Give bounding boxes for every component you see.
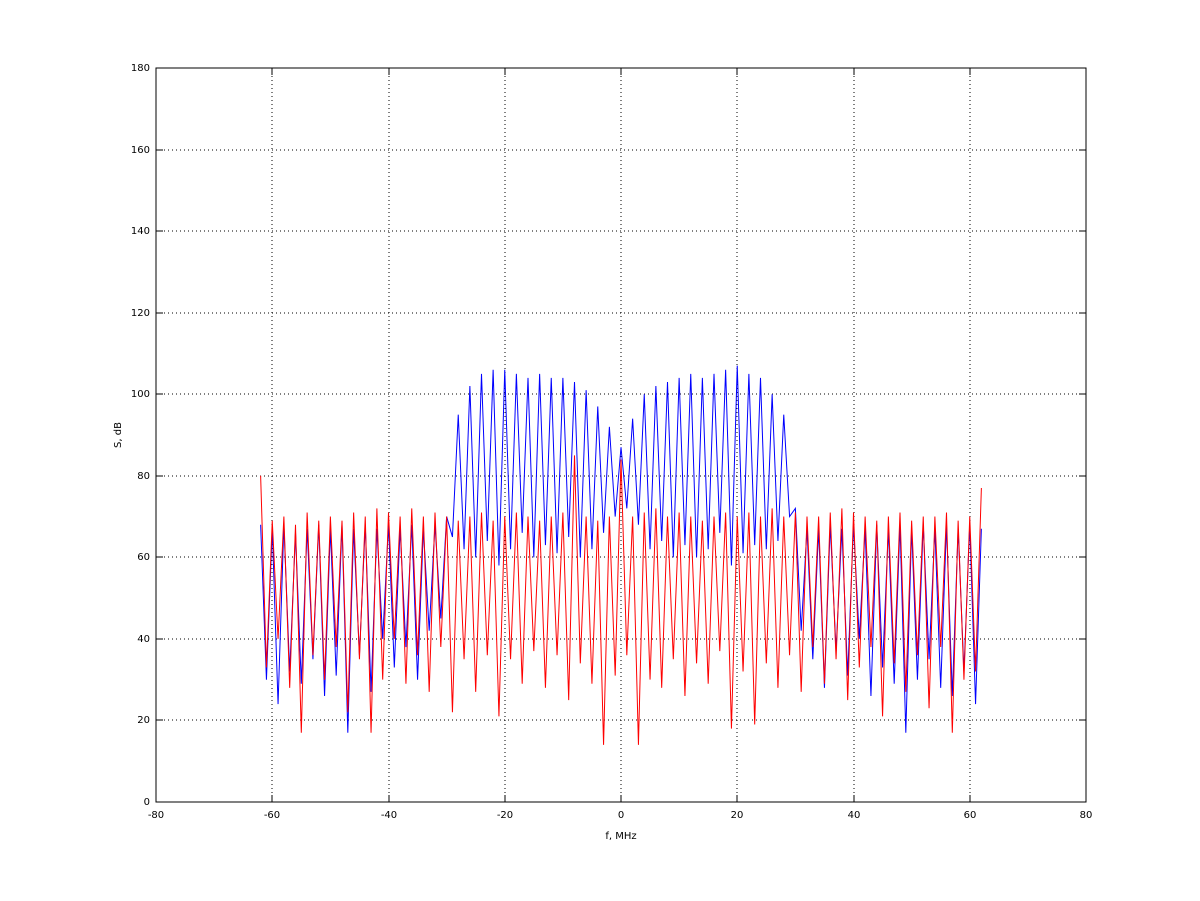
y-axis-label: S, dB: [113, 422, 124, 448]
y-tick-label: 120: [131, 308, 150, 319]
series-line: [260, 365, 982, 733]
x-tick-label: -40: [381, 810, 397, 821]
y-tick-label: 80: [137, 471, 150, 482]
x-tick-label: 80: [1080, 810, 1093, 821]
axes-box: [155, 67, 1087, 803]
y-tick-label: 0: [144, 797, 150, 808]
x-tick-label: 60: [964, 810, 977, 821]
x-tick-label: 20: [731, 810, 744, 821]
y-tick-label: 20: [137, 715, 150, 726]
x-axis-label: f, MHz: [605, 831, 636, 842]
y-tick-label: 100: [131, 389, 150, 400]
x-tick-label: 0: [618, 810, 624, 821]
y-tick-label: 160: [131, 145, 150, 156]
y-tick-label: 180: [131, 63, 150, 74]
x-tick-label: -20: [497, 810, 513, 821]
y-tick-label: 140: [131, 226, 150, 237]
y-tick-label: 40: [137, 634, 150, 645]
x-tick-label: 40: [848, 810, 861, 821]
x-tick-label: -60: [264, 810, 280, 821]
x-tick-label: -80: [148, 810, 164, 821]
series-line: [260, 455, 982, 745]
y-tick-label: 60: [137, 552, 150, 563]
